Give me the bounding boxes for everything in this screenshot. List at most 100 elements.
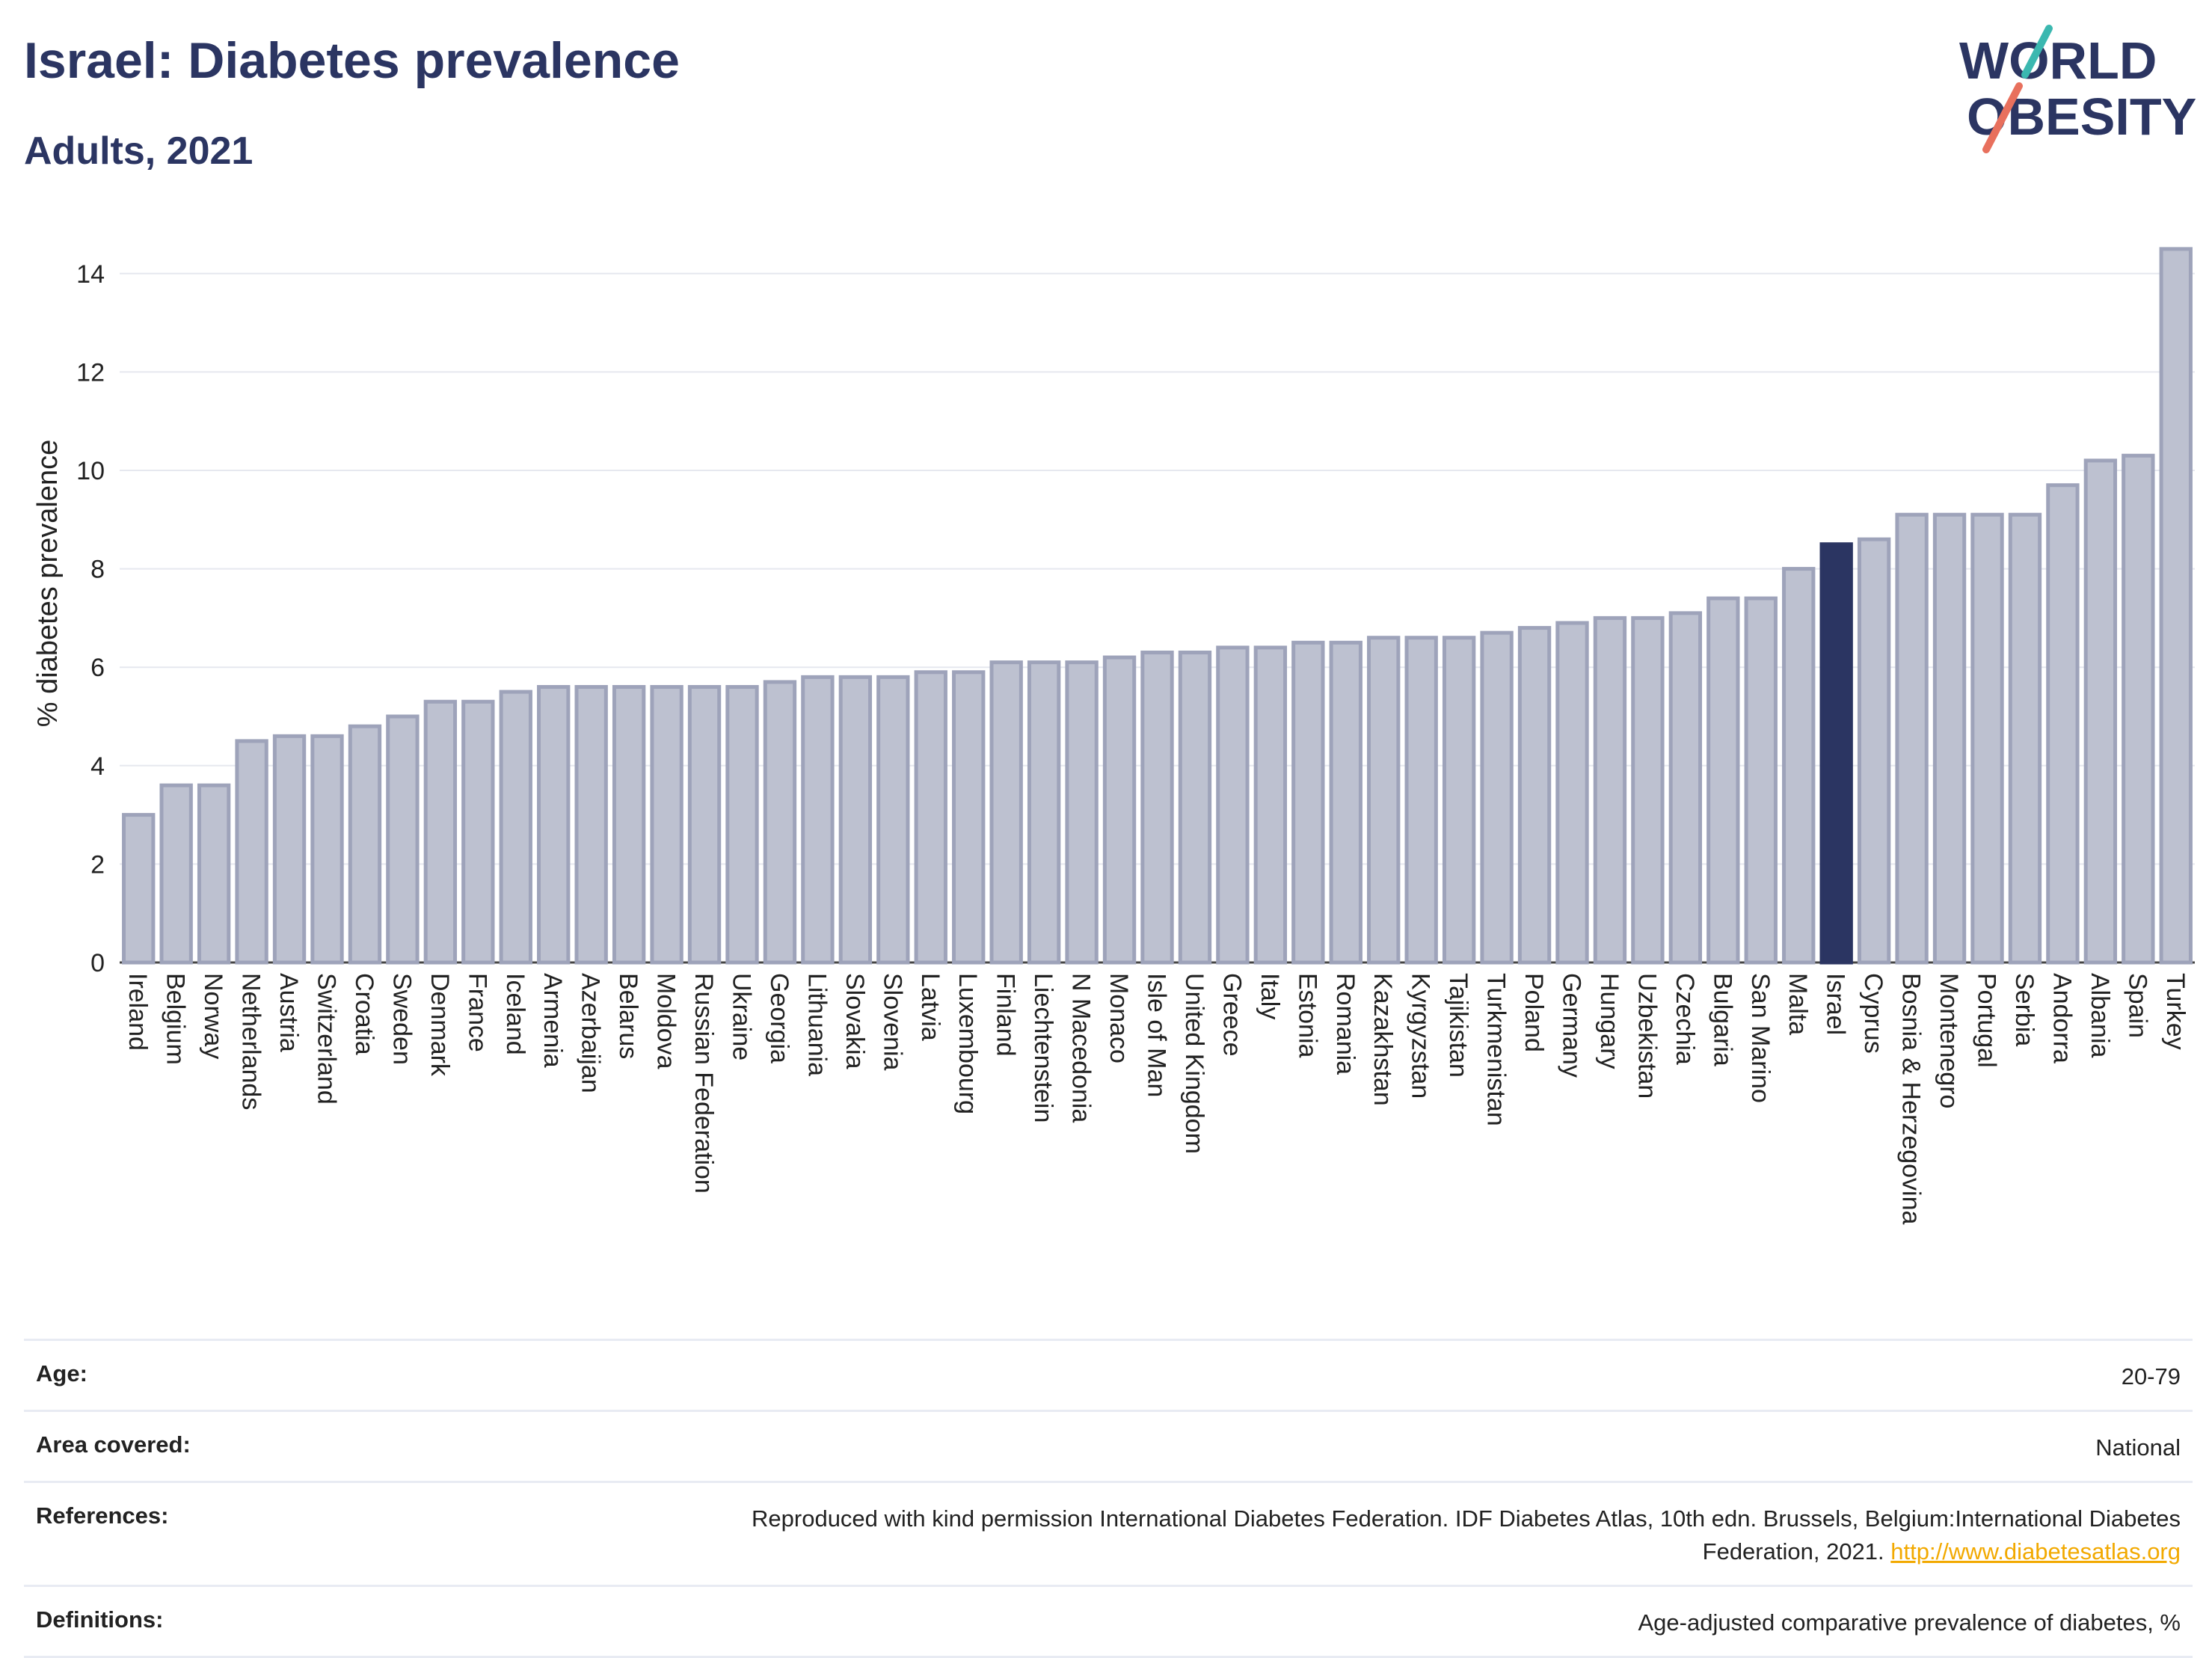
page-title: Israel: Diabetes prevalence: [24, 32, 680, 89]
x-category-label: France: [463, 973, 491, 1052]
x-category-labels: Ireland Belgium Norway Netherlands Austria Sw…: [123, 973, 2190, 1225]
bar: [1744, 596, 1778, 965]
x-category-label: Malta: [1784, 973, 1812, 1035]
x-category-label: Iceland: [501, 973, 529, 1055]
info-table: Age: 20-79 Area covered: National References…: [24, 1339, 2193, 1658]
logo-slash-coral: [1982, 82, 2023, 153]
x-category-label: Israel: [1822, 973, 1850, 1035]
page-subtitle: Adults, 2021: [24, 129, 254, 173]
x-category-label: San Marino: [1746, 973, 1775, 1103]
x-category-label: Russian Federation: [689, 973, 718, 1194]
bar: [272, 734, 307, 965]
bar: [1102, 655, 1137, 965]
bar: [1329, 640, 1362, 965]
x-category-label: Germany: [1558, 973, 1586, 1078]
world-obesity-logo: WORLD OBESITY: [1959, 25, 2196, 153]
x-category-label: Luxembourg: [953, 973, 982, 1114]
x-category-label: Slovakia: [841, 973, 869, 1069]
x-category-label: Kyrgyzstan: [1407, 973, 1435, 1099]
x-category-label: Ukraine: [728, 973, 756, 1060]
info-value: 20-79: [2121, 1363, 2181, 1390]
x-category-label: Switzerland: [313, 973, 341, 1105]
y-tick-label: 12: [76, 358, 105, 387]
y-tick-label: 10: [76, 457, 105, 485]
bar: [1216, 645, 1250, 965]
bar: [537, 685, 571, 965]
bar: [1932, 512, 1967, 965]
bar: [2159, 247, 2193, 965]
y-tick-label: 2: [90, 850, 105, 879]
bar: [650, 685, 683, 965]
info-label: Area covered:: [36, 1431, 191, 1458]
x-category-label: Serbia: [2010, 973, 2039, 1046]
x-category-label: Kazakhstan: [1368, 973, 1397, 1106]
info-value: Reproduced with kind permission Internat…: [752, 1505, 2181, 1565]
bar: [461, 699, 495, 965]
bar: [348, 724, 382, 965]
x-category-label: Armenia: [538, 973, 567, 1068]
bar: [197, 783, 231, 965]
bar: [1442, 636, 1476, 965]
x-category-label: Denmark: [425, 973, 454, 1077]
x-category-label: Czechia: [1671, 973, 1699, 1065]
info-row: Area covered: National: [24, 1410, 2193, 1481]
y-axis-title: % diabetes prevalence: [32, 440, 64, 727]
y-tick-label: 14: [76, 260, 105, 289]
info-label: References:: [36, 1502, 169, 1529]
bar: [1140, 650, 1174, 965]
x-category-label: Poland: [1520, 973, 1548, 1052]
x-category-label: Estonia: [1293, 973, 1321, 1057]
x-category-label: Liechtenstein: [1029, 973, 1057, 1123]
bar: [1555, 621, 1589, 965]
bar: [1291, 640, 1325, 965]
reference-link[interactable]: http://www.diabetesatlas.org: [1890, 1538, 2181, 1565]
bar: [423, 699, 458, 965]
x-category-label: Spain: [2123, 973, 2151, 1038]
x-category-label: Norway: [199, 973, 227, 1059]
info-label: Age:: [36, 1360, 87, 1387]
bar: [159, 783, 193, 965]
x-category-label: Italy: [1256, 973, 1284, 1019]
y-tick-labels: 0 2 4 6 8 10 12 14: [76, 260, 105, 977]
bar: [914, 670, 947, 965]
x-category-label: Cyprus: [1859, 973, 1887, 1054]
x-category-label: Netherlands: [237, 973, 265, 1110]
x-category-label: Belgium: [162, 973, 190, 1065]
x-category-label: Austria: [274, 973, 303, 1052]
bar: [1895, 512, 1929, 965]
x-category-label: Turkmenistan: [1482, 973, 1511, 1126]
bar: [1480, 630, 1514, 965]
x-category-label: Tajikistan: [1444, 973, 1472, 1078]
bar: [1593, 615, 1627, 965]
bar: [1782, 567, 1816, 965]
x-category-label: Turkey: [2161, 973, 2190, 1050]
info-row: References: Reproduced with kind permissi…: [24, 1481, 2193, 1585]
logo-line1: WORLD: [1959, 31, 2157, 90]
info-row: Definitions: Age-adjusted comparative pre…: [24, 1585, 2193, 1658]
x-category-label: Latvia: [916, 973, 944, 1041]
bar: [1706, 596, 1740, 965]
bar: [801, 675, 835, 965]
bar: [612, 685, 646, 965]
x-category-label: N Macedonia: [1067, 973, 1096, 1123]
x-category-label: Croatia: [350, 973, 378, 1055]
x-category-label: Finland: [992, 973, 1020, 1057]
x-category-label: Bosnia & Herzegovina: [1897, 973, 1926, 1225]
bar: [2083, 458, 2118, 965]
info-value: Age-adjusted comparative prevalence of d…: [1638, 1609, 2181, 1636]
x-category-label: United Kingdom: [1180, 973, 1208, 1154]
x-category-label: Isle of Man: [1143, 973, 1171, 1097]
bar: [1404, 636, 1438, 965]
bar: [1517, 626, 1552, 965]
bar: [499, 690, 532, 965]
x-category-label: Georgia: [765, 973, 793, 1063]
x-category-label: Lithuania: [802, 973, 831, 1076]
x-category-label: Ireland: [123, 973, 152, 1051]
bar: [1027, 660, 1061, 965]
x-category-label: Slovenia: [878, 973, 906, 1071]
x-category-label: Hungary: [1595, 973, 1623, 1069]
info-value: National: [2095, 1434, 2181, 1461]
x-category-label: Belarus: [614, 973, 642, 1059]
bar: [2122, 453, 2155, 965]
bar: [310, 734, 344, 965]
